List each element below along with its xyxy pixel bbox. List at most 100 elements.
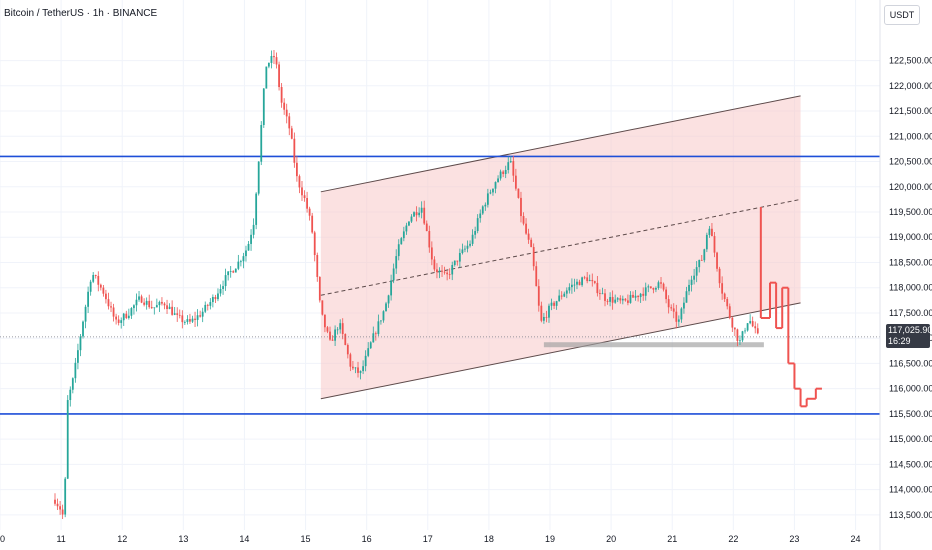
candle-body [542, 316, 545, 321]
candle-body [749, 321, 752, 324]
candle-body [61, 509, 64, 515]
candle-body [186, 319, 189, 322]
candle-body [171, 306, 174, 315]
candle-body [665, 289, 668, 300]
candle-body [69, 389, 72, 401]
price-tick-label: 118,000.00 [889, 283, 932, 293]
candle-body [346, 344, 349, 355]
candle-body [211, 296, 214, 303]
candle-body [115, 316, 118, 320]
candle-body [726, 299, 729, 307]
candle-body [520, 197, 522, 217]
time-tick-label: 18 [484, 534, 494, 544]
price-tick-label: 121,500.00 [889, 106, 932, 116]
candle-body [148, 300, 151, 308]
candle-body [250, 234, 252, 244]
candle-body [239, 261, 242, 263]
candle-body [550, 302, 553, 306]
price-tick-label: 113,500.00 [889, 510, 932, 520]
candle-body [234, 268, 237, 273]
candle-body [458, 253, 461, 262]
candle-body [667, 299, 670, 308]
candle-body [739, 340, 741, 342]
candle-body [675, 311, 678, 322]
price-axis[interactable]: 113,500.00 114,000.00 114,500.00 115,000.00… [879, 0, 932, 550]
parallel-channel [320, 95, 801, 400]
candle-body [204, 304, 207, 312]
candle-body [688, 284, 690, 292]
candle-body [324, 314, 326, 328]
candle-body [423, 207, 426, 224]
price-tick-label: 115,500.00 [889, 409, 932, 419]
candle-body [647, 286, 650, 288]
candle-body [509, 161, 512, 163]
time-tick-label: 24 [851, 534, 861, 544]
price-tick-label: 119,500.00 [889, 207, 932, 217]
time-axis[interactable]: 0 11 12 13 14 15 16 17 18 19 20 21 22 23 24 [0, 534, 861, 544]
candle-body [163, 303, 166, 306]
candle-body [425, 223, 428, 232]
candle-body [242, 256, 245, 262]
candle-body [339, 323, 342, 330]
candle-body [660, 282, 662, 284]
candle-body [609, 297, 611, 302]
candle-body [173, 313, 176, 315]
candle-body [298, 176, 301, 188]
candle-body [273, 56, 275, 58]
candle-body [507, 162, 510, 171]
candle-body [178, 314, 181, 316]
candle-body [265, 66, 268, 89]
candle-body [288, 116, 291, 129]
candle-body [413, 212, 415, 217]
candle-body [89, 281, 92, 292]
candle-body [219, 289, 222, 294]
candle-body [377, 321, 380, 335]
candle-body [616, 298, 619, 300]
candle-body [344, 334, 347, 345]
candle-body [402, 231, 405, 239]
candle-body [570, 284, 573, 288]
candle-body [461, 249, 464, 254]
candle-body [718, 268, 721, 284]
candle-body [420, 207, 423, 213]
candle-body [672, 308, 675, 312]
candle-body [232, 271, 235, 273]
candlesticks [54, 49, 759, 520]
time-tick-label: 14 [239, 534, 249, 544]
candle-body [634, 295, 637, 298]
candle-body [733, 327, 736, 330]
candle-body [436, 269, 438, 273]
candle-body [336, 329, 339, 331]
currency-button[interactable]: USDT [884, 5, 920, 25]
candle-body [341, 323, 344, 335]
candle-body [685, 291, 688, 303]
candle-body [512, 161, 515, 176]
candle-body [352, 366, 354, 369]
candle-body [217, 293, 219, 300]
candle-body [652, 287, 655, 290]
candle-body [59, 506, 61, 510]
candle-body [486, 193, 489, 205]
candle-body [74, 362, 77, 379]
price-tick-label: 118,500.00 [889, 257, 932, 267]
candle-body [247, 243, 250, 251]
candle-body [713, 236, 716, 253]
candle-body [99, 284, 102, 288]
price-tick-label: 120,000.00 [889, 182, 932, 192]
candle-body [166, 305, 168, 309]
candle-body [229, 271, 232, 272]
candle-body [525, 223, 527, 234]
price-tick-label: 120,500.00 [889, 157, 932, 167]
candle-body [275, 57, 278, 65]
candle-body [670, 307, 673, 309]
candle-body [446, 272, 449, 275]
candle-body [400, 238, 403, 245]
candle-body [655, 287, 657, 290]
candle-body [619, 298, 622, 301]
candle-body [133, 305, 135, 309]
time-tick-label: 0 [0, 534, 5, 544]
candle-body [367, 348, 370, 356]
candle-body [145, 300, 148, 305]
candle-body [476, 218, 479, 232]
